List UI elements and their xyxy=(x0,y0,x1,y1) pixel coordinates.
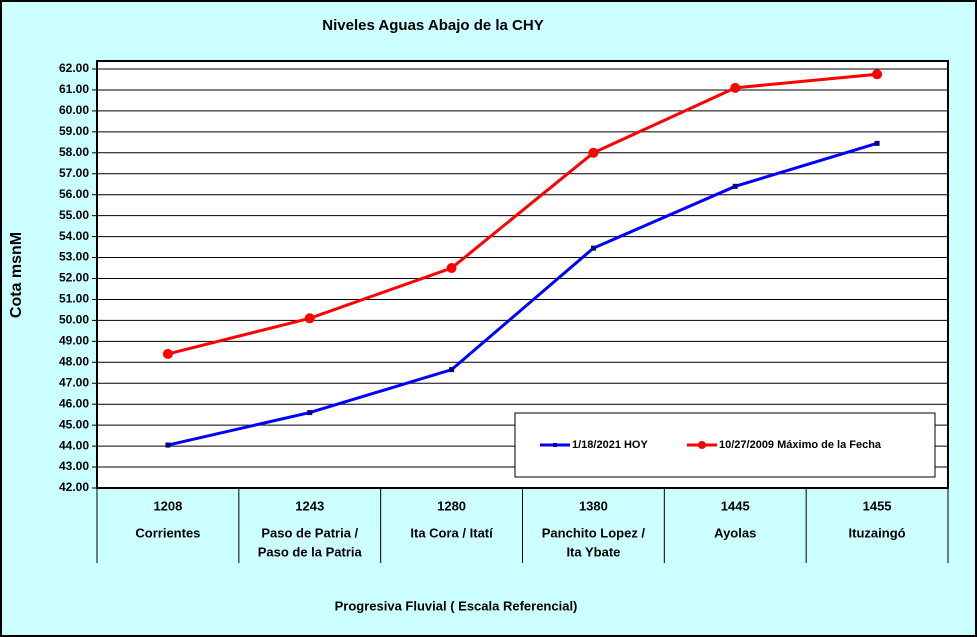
x-tick-label: 1280 xyxy=(437,498,466,513)
y-tick-label: 57.00 xyxy=(59,166,89,180)
y-tick-label: 61.00 xyxy=(59,82,89,96)
y-tick-label: 55.00 xyxy=(59,208,89,222)
legend-label: 1/18/2021 HOY xyxy=(572,439,648,451)
y-tick-label: 48.00 xyxy=(59,354,89,368)
y-tick-label: 52.00 xyxy=(59,271,89,285)
chart-title: Niveles Aguas Abajo de la CHY xyxy=(322,17,543,34)
category-name: Ita Ybate xyxy=(566,544,620,559)
y-tick-label: 43.00 xyxy=(59,459,89,473)
y-tick-label: 44.00 xyxy=(59,438,89,452)
point xyxy=(446,263,457,274)
y-tick-label: 46.00 xyxy=(59,396,89,410)
point xyxy=(590,245,596,251)
category-name: Ayolas xyxy=(714,525,756,540)
category-name: Ita Cora / Itatí xyxy=(410,525,493,540)
x-axis-title: Progresiva Fluvial ( Escala Referencial) xyxy=(335,598,578,613)
y-tick-label: 51.00 xyxy=(59,292,89,306)
point xyxy=(165,442,171,448)
point xyxy=(449,367,455,373)
category-name: Paso de Patria / xyxy=(261,525,358,540)
legend-marker xyxy=(553,443,557,447)
category-name: Paso de la Patria xyxy=(258,544,363,559)
y-tick-label: 49.00 xyxy=(59,334,89,348)
point xyxy=(304,313,315,324)
series-line xyxy=(167,141,878,447)
category-name: Panchito Lopez / xyxy=(542,525,646,540)
point xyxy=(307,410,313,416)
y-tick-label: 53.00 xyxy=(59,250,89,264)
y-tick-label: 45.00 xyxy=(59,417,89,431)
category-name: Ituzaingó xyxy=(849,525,906,540)
y-tick-label: 50.00 xyxy=(59,313,89,327)
x-tick-label: 1455 xyxy=(863,498,892,513)
y-tick-label: 60.00 xyxy=(59,103,89,117)
point xyxy=(162,348,173,359)
x-tick-label: 1380 xyxy=(579,498,608,513)
y-tick-label: 59.00 xyxy=(59,124,89,138)
point xyxy=(730,82,741,93)
x-tick-label: 1243 xyxy=(295,498,324,513)
legend-label: 10/27/2009 Máximo de la Fecha xyxy=(719,439,882,451)
y-tick-label: 56.00 xyxy=(59,187,89,201)
y-tick-label: 58.00 xyxy=(59,145,89,159)
point xyxy=(874,140,880,146)
point xyxy=(872,69,883,80)
legend-marker xyxy=(698,441,706,449)
y-axis-title: Cota msnM xyxy=(8,232,25,318)
y-tick-label: 47.00 xyxy=(59,375,89,389)
y-tick-label: 42.00 xyxy=(59,480,89,494)
category-name: Corrientes xyxy=(135,525,200,540)
y-tick-label: 54.00 xyxy=(59,229,89,243)
series-line xyxy=(167,72,878,356)
legend-box xyxy=(514,412,936,478)
point xyxy=(732,183,738,189)
x-tick-label: 1208 xyxy=(153,498,182,513)
x-tick-label: 1445 xyxy=(721,498,750,513)
y-tick-label: 62.00 xyxy=(59,61,89,75)
point xyxy=(588,147,599,158)
